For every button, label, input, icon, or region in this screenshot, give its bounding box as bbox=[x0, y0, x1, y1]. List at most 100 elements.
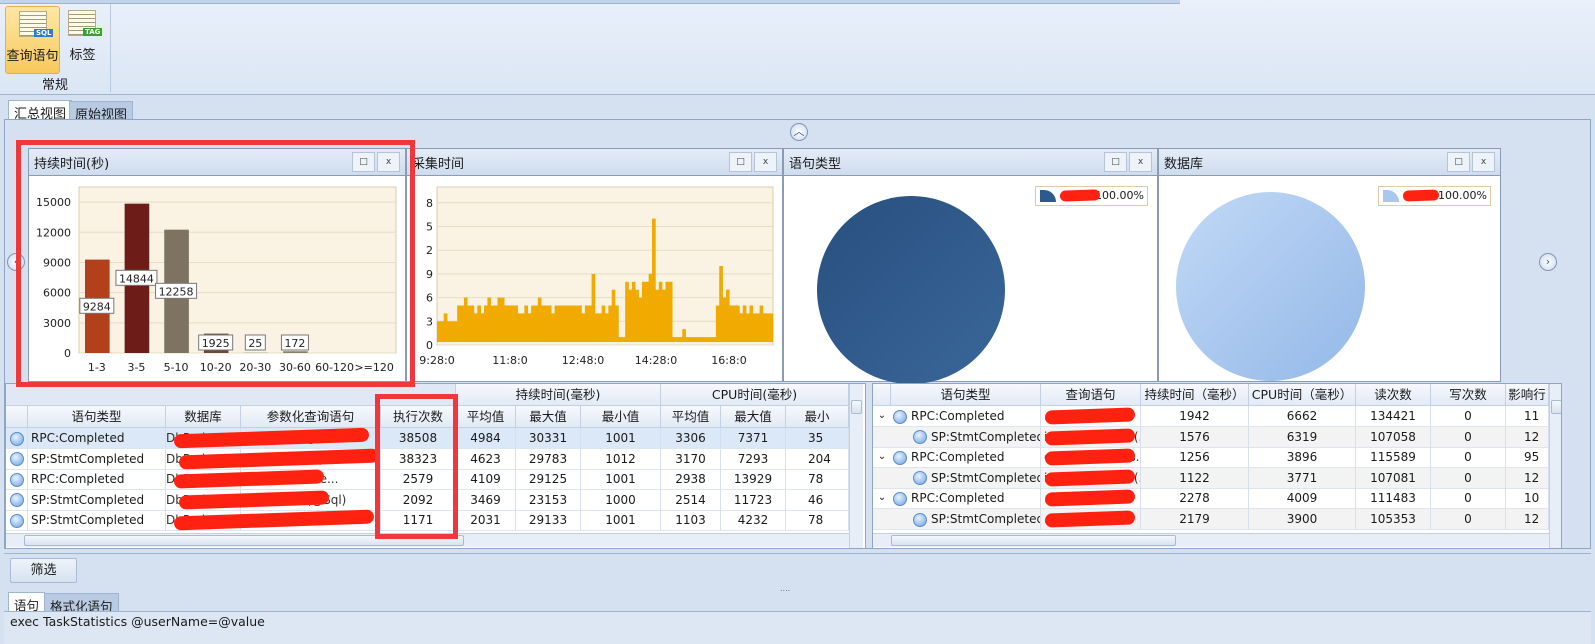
table-row[interactable]: RPC:CompletedDbProjectDBdeclare...257941… bbox=[6, 469, 849, 491]
collapse-charts-button[interactable]: ︿ bbox=[790, 123, 808, 141]
pie-slice bbox=[817, 196, 1005, 384]
close-button[interactable]: x bbox=[754, 152, 777, 172]
table-row[interactable]: SP:StmtCompleted...with(no...21793900105… bbox=[873, 509, 1549, 530]
column-header[interactable]: 语句类型 bbox=[28, 406, 166, 428]
restore-button[interactable]: □ bbox=[729, 152, 752, 172]
detail-grid: 语句类型 查询语句 持续时间（毫秒） CPU时间（毫秒） 读次数 写次数 影响行 ⌄ RPC:C… bbox=[872, 383, 1562, 549]
close-button[interactable]: x bbox=[1472, 152, 1495, 172]
statement-type-chart-panel: 语句类型 □ x .100.00% bbox=[783, 148, 1158, 384]
header-indicator bbox=[873, 384, 891, 406]
group-header-cpu: CPU时间(毫秒) bbox=[661, 384, 849, 406]
horizontal-scrollbar[interactable] bbox=[6, 533, 849, 547]
scrollbar-thumb[interactable] bbox=[24, 535, 464, 546]
column-header[interactable]: 查询语句 bbox=[1041, 384, 1141, 406]
legend-label: .100.00% bbox=[1434, 189, 1487, 202]
table-row[interactable]: RPC:CompletedDbProjectDB...@...385084984… bbox=[6, 427, 849, 449]
horizontal-scrollbar[interactable] bbox=[873, 533, 1549, 547]
column-header[interactable]: 最大值 bbox=[516, 406, 581, 428]
info-icon bbox=[913, 512, 927, 527]
cell: 107081 bbox=[1356, 467, 1431, 488]
status-cell bbox=[6, 469, 28, 490]
close-button[interactable]: x bbox=[377, 152, 400, 172]
statement-text-area[interactable]: exec TaskStatistics @userName=@value bbox=[4, 611, 1591, 644]
x-tick-label: 20-30 bbox=[239, 361, 271, 374]
area-segment bbox=[631, 281, 636, 342]
x-tick-label: 3-5 bbox=[127, 361, 145, 374]
area-segment bbox=[588, 305, 592, 342]
column-header[interactable]: 读次数 bbox=[1356, 384, 1431, 406]
table-row[interactable]: ⌄RPC:Completedexec TaskStatis...12563896… bbox=[873, 447, 1549, 469]
column-header[interactable]: 平均值 bbox=[456, 406, 516, 428]
scrollbar-thumb[interactable] bbox=[891, 535, 1176, 546]
column-header[interactable]: 影响行 bbox=[1506, 384, 1549, 406]
filter-button[interactable]: 筛选 bbox=[10, 558, 77, 583]
column-header[interactable]: CPU时间（毫秒） bbox=[1249, 384, 1356, 406]
cell: 2938 bbox=[661, 469, 721, 490]
scrollbar-thumb[interactable] bbox=[851, 400, 862, 414]
area-segment bbox=[591, 273, 596, 342]
tab-formatted-statement[interactable]: 格式化语句 bbox=[44, 593, 119, 614]
column-header[interactable]: 写次数 bbox=[1431, 384, 1506, 406]
tag-button[interactable]: TAG 标签 bbox=[55, 6, 110, 74]
status-cell bbox=[891, 406, 909, 426]
column-header[interactable]: 最大值 bbox=[721, 406, 786, 428]
cell: 6662 bbox=[1249, 406, 1356, 426]
tab-statement[interactable]: 语句 bbox=[8, 592, 46, 613]
area-segment bbox=[443, 313, 448, 342]
area-segment bbox=[645, 281, 649, 342]
tab-summary-view[interactable]: 汇总视图 bbox=[8, 100, 73, 122]
table-row[interactable]: SP:StmtCompletedinsert into #Tb(...15766… bbox=[873, 426, 1549, 448]
area-segment bbox=[470, 305, 475, 342]
column-header[interactable]: 最小值 bbox=[581, 406, 661, 428]
data-label-box bbox=[115, 269, 158, 286]
database-chart-panel: 数据库 □ x .100.00% bbox=[1158, 148, 1501, 382]
column-header[interactable]: 平均值 bbox=[661, 406, 721, 428]
area-segment bbox=[453, 321, 458, 342]
area-segment bbox=[450, 321, 455, 342]
cell: 78 bbox=[786, 469, 849, 490]
y-tick-label: 5 bbox=[426, 221, 433, 234]
vertical-scrollbar[interactable] bbox=[1549, 384, 1561, 548]
cell: 12 bbox=[1506, 467, 1549, 488]
area-segment bbox=[655, 289, 660, 342]
table-row[interactable]: SP:StmtCompletedDbProjectDB...1171203129… bbox=[6, 509, 849, 532]
splitter-handle[interactable]: .... bbox=[780, 584, 791, 593]
column-header[interactable]: 数据库 bbox=[166, 406, 241, 428]
restore-button[interactable]: □ bbox=[1447, 152, 1470, 172]
column-header[interactable]: 参数化查询语句 bbox=[241, 406, 381, 428]
table-row[interactable]: SP:StmtCompletedDbProjectDBEXEC(@Sql)209… bbox=[6, 489, 849, 511]
y-tick-label: 2 bbox=[426, 244, 433, 257]
expand-toggle[interactable]: ⌄ bbox=[877, 451, 887, 463]
area-segment bbox=[507, 305, 512, 342]
scrollbar-thumb[interactable] bbox=[1551, 400, 1561, 414]
column-header[interactable]: 持续时间（毫秒） bbox=[1141, 384, 1249, 406]
area-segment bbox=[719, 266, 723, 342]
close-button[interactable]: x bbox=[1129, 152, 1152, 172]
area-segment bbox=[739, 313, 744, 342]
redaction-mark bbox=[1044, 428, 1136, 446]
restore-button[interactable]: □ bbox=[352, 152, 375, 172]
data-label: 1925 bbox=[202, 337, 230, 350]
area-segment bbox=[490, 305, 495, 342]
expand-toggle[interactable]: ⌄ bbox=[877, 492, 887, 504]
expand-toggle[interactable]: ⌄ bbox=[877, 410, 887, 421]
restore-button[interactable]: □ bbox=[1104, 152, 1127, 172]
vertical-scrollbar[interactable] bbox=[849, 384, 863, 548]
column-header[interactable]: 最小 bbox=[786, 406, 849, 428]
column-header[interactable]: 语句类型 bbox=[891, 384, 1041, 406]
table-row[interactable]: SP:StmtCompletedDbProjectDBinsert...(Na.… bbox=[6, 448, 849, 470]
cell: 1001 bbox=[581, 469, 661, 490]
query-statement-button[interactable]: SQL 查询语句 bbox=[5, 6, 60, 74]
area-segment bbox=[457, 305, 461, 342]
area-segment bbox=[608, 305, 613, 342]
column-header[interactable]: 执行次数 bbox=[381, 406, 456, 428]
scroll-right-button[interactable]: › bbox=[1539, 253, 1557, 271]
area-segment bbox=[504, 305, 508, 342]
cell: 0 bbox=[1431, 509, 1506, 529]
table-row[interactable]: SP:StmtCompletedinsert into #Tb(...11223… bbox=[873, 467, 1549, 489]
table-row[interactable]: ⌄RPC:Completed...TaskStatist...194266621… bbox=[873, 406, 1549, 427]
info-icon bbox=[913, 471, 927, 486]
area-segment bbox=[601, 305, 606, 342]
tab-raw-view[interactable]: 原始视图 bbox=[69, 101, 134, 123]
